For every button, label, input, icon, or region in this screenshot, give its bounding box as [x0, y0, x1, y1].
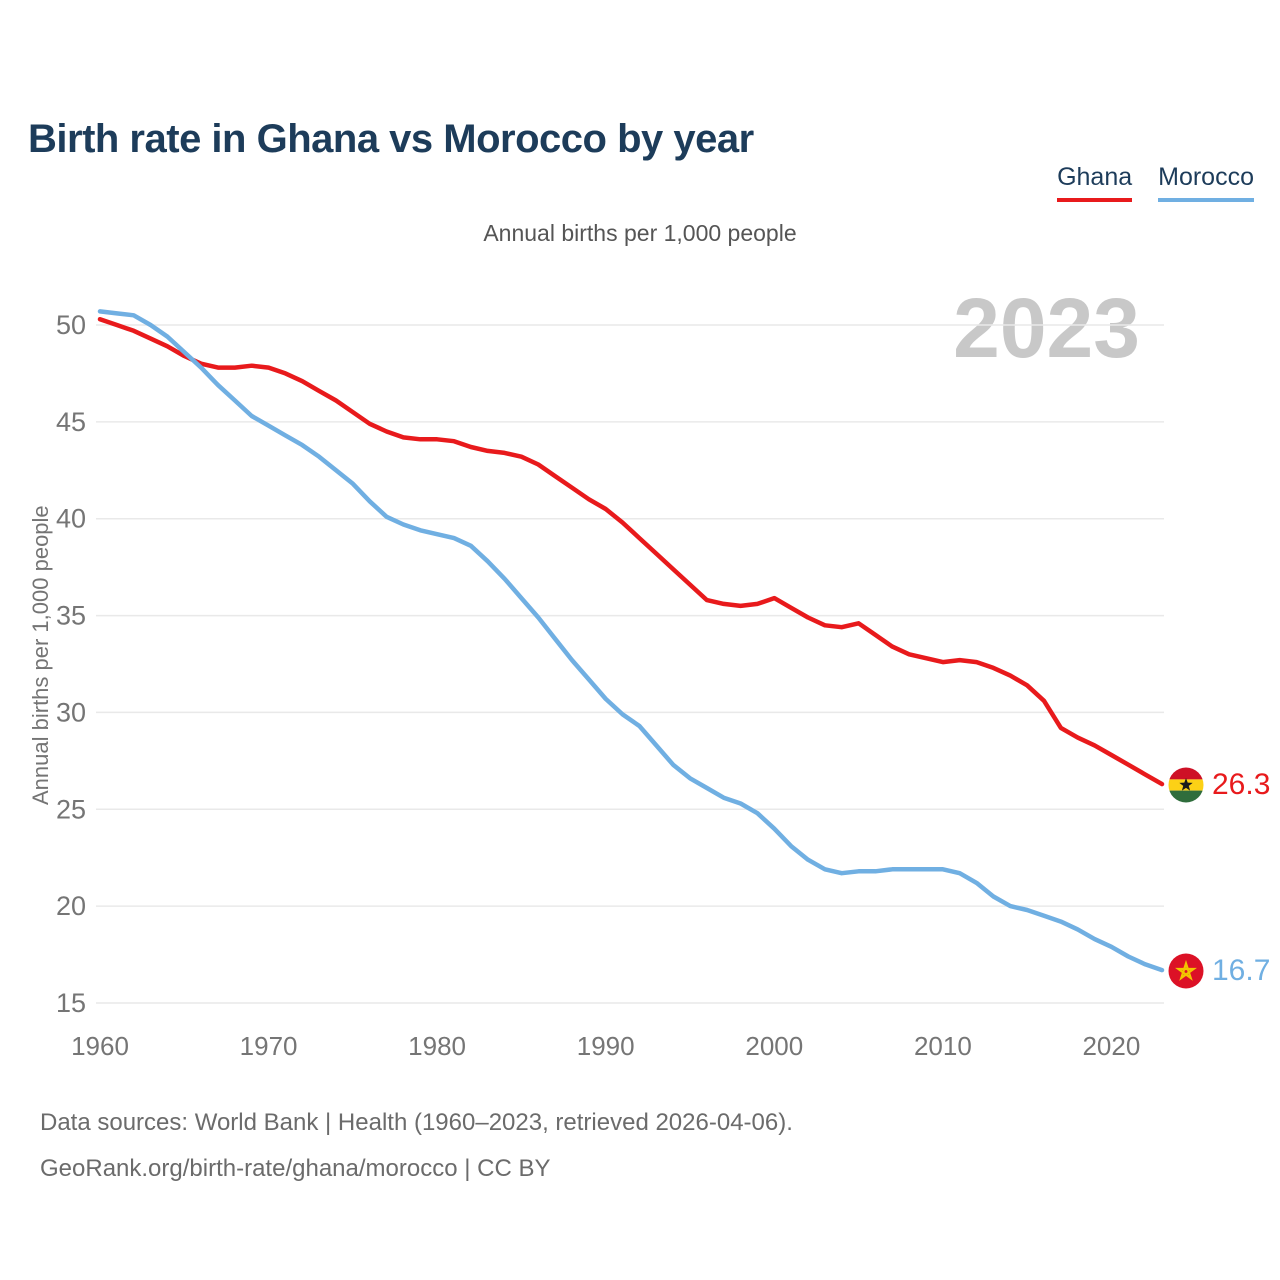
y-tick-label: 20: [56, 891, 86, 921]
footer-attribution: GeoRank.org/birth-rate/ghana/morocco | C…: [40, 1155, 551, 1182]
y-tick-label: 25: [56, 794, 86, 824]
y-tick-label: 30: [56, 697, 86, 727]
x-tick-label: 2020: [1082, 1031, 1140, 1061]
morocco-line[interactable]: [97, 309, 1165, 973]
ghana-line[interactable]: [97, 316, 1165, 787]
x-tick-label: 1970: [240, 1031, 298, 1061]
x-tick-label: 2000: [745, 1031, 803, 1061]
y-tick-label: 35: [56, 601, 86, 631]
legend-item-morocco[interactable]: Morocco: [1158, 163, 1254, 202]
chart-subtitle: Annual births per 1,000 people: [483, 220, 797, 246]
y-tick-label: 50: [56, 310, 86, 340]
ghana-flag-icon: [1168, 767, 1204, 803]
y-tick-label: 45: [56, 407, 86, 437]
x-tick-label: 1990: [577, 1031, 635, 1061]
footer-sources: Data sources: World Bank | Health (1960–…: [40, 1109, 793, 1136]
x-tick-label: 2010: [914, 1031, 972, 1061]
page-title: Birth rate in Ghana vs Morocco by year: [28, 116, 754, 161]
morocco-flag-icon: [1168, 953, 1204, 989]
y-tick-label: 15: [56, 988, 86, 1018]
x-tick-label: 1960: [71, 1031, 129, 1061]
x-tick-label: 1980: [408, 1031, 466, 1061]
y-tick-label: 40: [56, 504, 86, 534]
ghana-end-value: 26.3: [1212, 768, 1271, 801]
year-watermark: 2023: [953, 281, 1140, 375]
footer: Data sources: World Bank | Health (1960–…: [40, 1100, 793, 1192]
legend-item-ghana[interactable]: Ghana: [1057, 163, 1133, 202]
morocco-end-value: 16.7: [1212, 954, 1271, 987]
ghana-end-marker: 26.3: [1168, 767, 1270, 803]
legend: Ghana Morocco: [1057, 163, 1254, 202]
morocco-end-marker: 16.7: [1168, 953, 1270, 989]
